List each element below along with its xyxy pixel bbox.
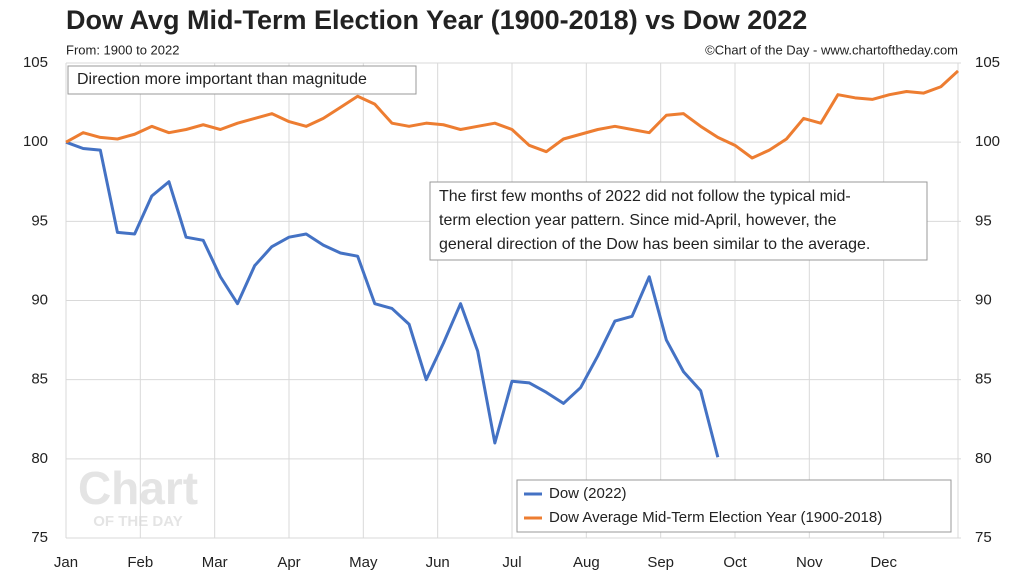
y-tick-label: 80 bbox=[31, 450, 48, 467]
x-tick-label: Sep bbox=[647, 554, 674, 571]
y2-tick-label: 75 bbox=[975, 529, 992, 546]
y2-tick-label: 80 bbox=[975, 450, 992, 467]
line bbox=[65, 140, 720, 458]
y-tick-label: 105 bbox=[23, 54, 48, 71]
x-tick-label: Feb bbox=[127, 554, 153, 571]
annotation-text: Direction more important than magnitude bbox=[77, 71, 367, 88]
annotation-text: The first few months of 2022 did not fol… bbox=[439, 188, 851, 205]
annotation-text: general direction of the Dow has been si… bbox=[439, 236, 870, 253]
legend-label: Dow (2022) bbox=[549, 485, 627, 502]
y-tick-label: 75 bbox=[31, 529, 48, 546]
y2-tick-label: 95 bbox=[975, 212, 992, 229]
legend-label: Dow Average Mid-Term Election Year (1900… bbox=[549, 509, 882, 526]
x-tick-label: Apr bbox=[277, 554, 300, 571]
y2-tick-label: 100 bbox=[975, 133, 1000, 150]
y2-tick-label: 105 bbox=[975, 54, 1000, 71]
x-tick-label: Mar bbox=[202, 554, 228, 571]
x-tick-label: Aug bbox=[573, 554, 600, 571]
y-tick-label: 95 bbox=[31, 212, 48, 229]
y2-tick-label: 90 bbox=[975, 291, 992, 308]
legend-box bbox=[516, 479, 952, 533]
y-tick-label: 90 bbox=[31, 291, 48, 308]
x-tick-label: Dec bbox=[870, 554, 897, 571]
x-tick-label: May bbox=[349, 554, 378, 571]
chart-title: Dow Avg Mid-Term Election Year (1900-201… bbox=[66, 5, 807, 35]
watermark: Chart bbox=[78, 462, 198, 514]
subtitle: From: 1900 to 2022 bbox=[66, 42, 179, 57]
annotation-box bbox=[429, 181, 928, 261]
credit: ©Chart of the Day - www.chartoftheday.co… bbox=[705, 42, 958, 57]
x-tick-label: Nov bbox=[796, 554, 823, 571]
annotation-text: term election year pattern. Since mid-Ap… bbox=[439, 212, 837, 229]
annotation-box bbox=[67, 65, 417, 95]
x-tick-label: Oct bbox=[723, 554, 747, 571]
watermark: OF THE DAY bbox=[93, 513, 182, 530]
y-tick-label: 85 bbox=[31, 371, 48, 388]
y2-tick-label: 85 bbox=[975, 371, 992, 388]
line bbox=[65, 69, 960, 160]
y-tick-label: 100 bbox=[23, 133, 48, 150]
x-tick-label: Jul bbox=[502, 554, 521, 571]
x-tick-label: Jan bbox=[54, 554, 78, 571]
x-tick-label: Jun bbox=[426, 554, 450, 571]
